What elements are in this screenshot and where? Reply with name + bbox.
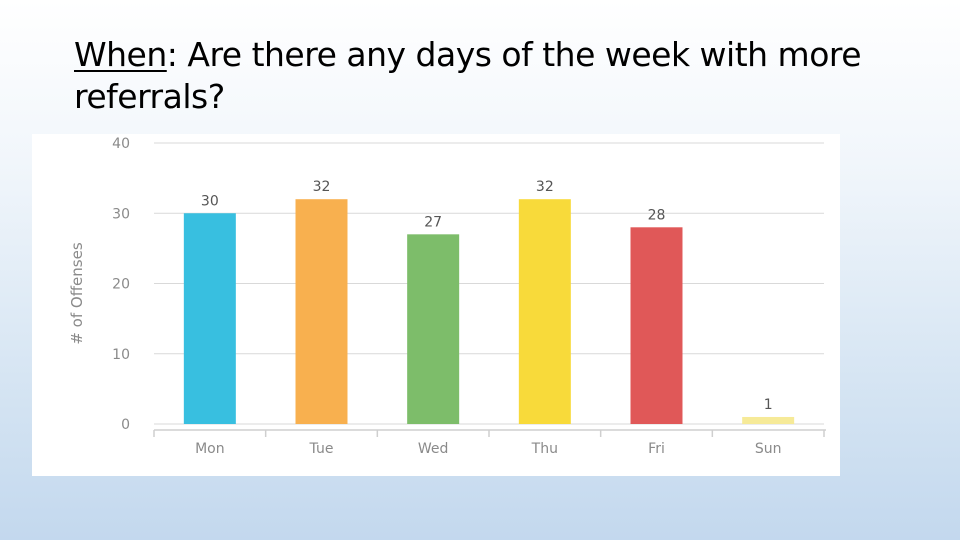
x-tick-label: Wed (418, 441, 449, 457)
x-tick-label: Mon (195, 441, 225, 457)
title-question: : Are there any days of the week with mo… (74, 35, 862, 116)
y-tick-label: 40 (112, 136, 130, 152)
data-label-tue: 32 (313, 179, 331, 195)
bar-mon (183, 213, 236, 424)
x-tick-label: Thu (531, 441, 558, 457)
y-tick-label: 20 (112, 277, 130, 293)
data-label-fri: 28 (648, 207, 666, 223)
bar-chart: 0 10 20 30 40 # of Offenses 30 32 27 32 28 1 Mon T… (68, 136, 826, 457)
x-tick-label: Tue (309, 441, 334, 457)
bar-sun (742, 416, 795, 424)
bar-wed (407, 234, 460, 424)
bar-tue (295, 199, 348, 424)
y-tick-label: 10 (112, 347, 130, 363)
data-label-thu: 32 (536, 179, 554, 195)
x-axis (153, 429, 826, 437)
bars (183, 199, 795, 424)
slide-title: When: Are there any days of the week wit… (74, 34, 934, 118)
data-label-sun: 1 (764, 397, 773, 413)
chart-panel: 0 10 20 30 40 # of Offenses 30 32 27 32 28 1 Mon T… (32, 134, 840, 476)
y-tick-label: 30 (112, 206, 130, 222)
title-keyword: When (74, 35, 167, 74)
y-axis-title: # of Offenses (68, 242, 86, 344)
x-tick-label: Sun (755, 441, 782, 457)
x-axis-ticks: Mon Tue Wed Thu Fri Sun (195, 441, 781, 457)
bar-fri (630, 227, 683, 424)
bar-thu (518, 199, 571, 424)
data-labels: 30 32 27 32 28 1 (201, 179, 773, 413)
x-tick-label: Fri (648, 441, 665, 457)
data-label-mon: 30 (201, 193, 219, 209)
gridlines (154, 142, 824, 425)
data-label-wed: 27 (424, 214, 442, 230)
y-axis-ticks: 0 10 20 30 40 (112, 136, 130, 433)
y-tick-label: 0 (121, 417, 130, 433)
